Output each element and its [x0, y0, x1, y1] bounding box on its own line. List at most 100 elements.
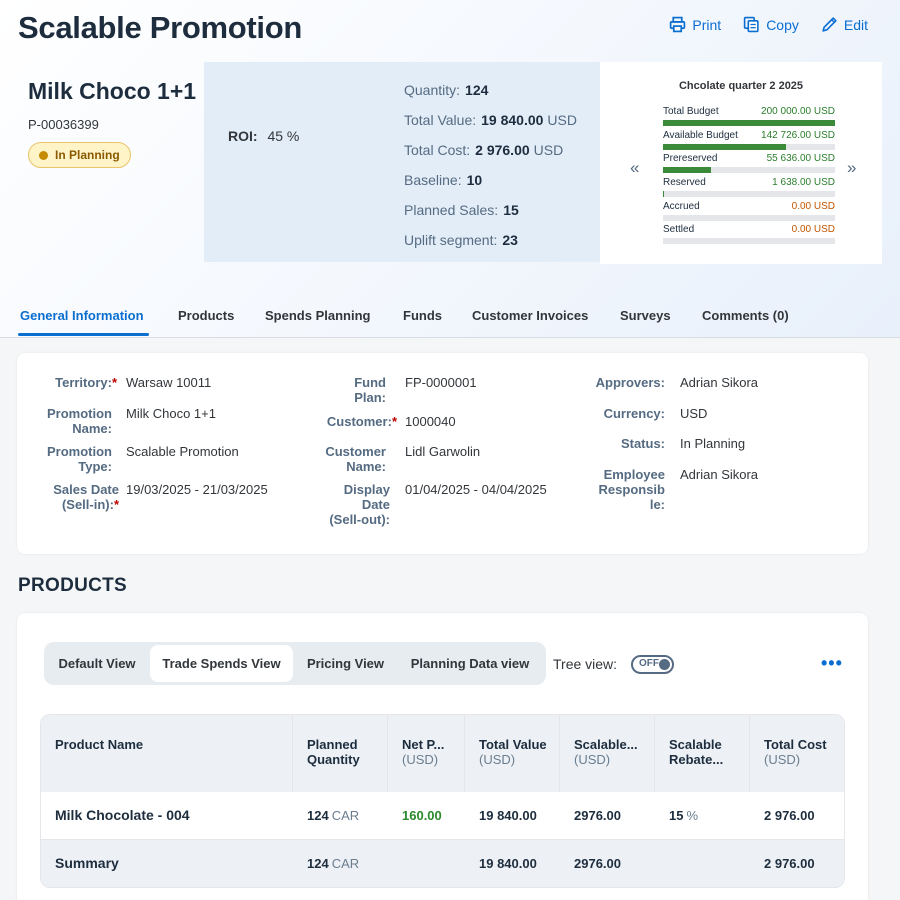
kpi-unit: USD — [533, 142, 564, 158]
budget-row-label: Available Budget — [663, 129, 738, 141]
col-total-cost[interactable]: Total Cost (USD) — [764, 737, 827, 767]
default-view-button[interactable]: Default View — [58, 656, 136, 671]
products-section-title: PRODUCTS — [18, 575, 128, 596]
tab-funds[interactable]: Funds — [403, 308, 442, 323]
kpi-value: 124 — [465, 82, 489, 98]
budget-row-label: Total Budget — [663, 106, 719, 117]
kpi-value: 19 840.00 — [481, 112, 544, 128]
col-title: Scalable... — [574, 737, 638, 752]
budget-progress-fill — [663, 167, 711, 174]
pricing-view-button[interactable]: Pricing View — [306, 656, 385, 671]
col-product-name[interactable]: Product Name — [55, 737, 143, 752]
employee-label-2: Responsib — [598, 482, 665, 497]
budget-progress-fill — [663, 143, 786, 150]
display-date-label-2: Date — [361, 497, 390, 512]
kpi-value: 10 — [466, 172, 483, 188]
tab-customer-invoices[interactable]: Customer Invoices — [472, 308, 589, 323]
budget-row-label: Prereserved — [663, 153, 718, 165]
budget-row-label: Settled — [663, 224, 695, 236]
customer-name-label-2: Name: — [346, 459, 386, 474]
kpi-label: Total Value: — [404, 112, 477, 128]
col-net-price[interactable]: Net P... (USD) — [402, 737, 444, 767]
promotion-name-label-1: Promotion — [47, 406, 112, 421]
display-date-value: 01/04/2025 - 04/04/2025 — [405, 482, 547, 497]
quantity-unit: CAR — [331, 808, 360, 823]
status-label: Status: — [620, 436, 665, 451]
promotion-name-title: Milk Choco 1+1 — [28, 78, 197, 104]
customer-label: Customer: — [326, 414, 392, 429]
employee-responsible-value: Adrian Sikora — [680, 467, 759, 482]
col-subtitle: (USD) — [764, 752, 801, 767]
col-title: Total Cost — [764, 737, 827, 752]
summary-quantity-cell: 124 CAR — [307, 856, 359, 871]
summary-total-cost-cell: 2 976.00 — [764, 856, 815, 871]
col-total-value[interactable]: Total Value (USD) — [479, 737, 547, 767]
planning-data-view-button[interactable]: Planning Data view — [410, 656, 530, 671]
trade-spends-view-button[interactable]: Trade Spends View — [150, 645, 293, 682]
copy-button[interactable]: Copy — [743, 16, 799, 33]
employee-label-3: le: — [649, 497, 665, 512]
budget-row-value: 55 636.00 USD — [766, 153, 835, 165]
status-dot-icon — [39, 150, 48, 160]
promotion-name-value: Milk Choco 1+1 — [126, 406, 216, 421]
edit-button[interactable]: Edit — [821, 16, 868, 33]
tab-general-information[interactable]: General Information — [20, 308, 144, 323]
edit-label: Edit — [843, 16, 868, 33]
scalable-rebate-cell: 15% — [669, 808, 698, 823]
budget-progress-fill — [663, 120, 835, 126]
object-page-header: Scalable Promotion Print Copy Edit Milk … — [0, 0, 900, 338]
budget-row-value: 0.00 USD — [791, 224, 835, 236]
view-switcher: Default View Trade Spends View Pricing V… — [44, 642, 546, 685]
customer-name-value: Lidl Garwolin — [405, 444, 481, 459]
display-date-label-3: (Sell-out): — [329, 512, 390, 527]
summary-scalable-cell: 2976.00 — [574, 856, 621, 871]
products-card: Default View Trade Spends View Pricing V… — [17, 613, 868, 900]
budget-row: Prereserved 55 636.00 USD — [663, 153, 835, 177]
column-divider — [387, 715, 388, 840]
kpi-label: Quantity: — [404, 82, 461, 98]
currency-label: Currency: — [603, 406, 665, 421]
tab-bar: General Information Products Spends Plan… — [0, 300, 900, 338]
budget-progress-track — [663, 167, 835, 174]
col-title: Scalable — [669, 737, 722, 752]
print-button[interactable]: Print — [669, 16, 721, 33]
tree-view-toggle[interactable]: OFF — [631, 655, 674, 674]
tab-spends-planning[interactable]: Spends Planning — [265, 308, 371, 323]
kpi-uplift-segment: Uplift segment: 23 — [404, 232, 577, 262]
previous-budget-button[interactable]: « — [630, 158, 640, 177]
roi-label: ROI: — [228, 128, 258, 144]
approvers-label: Approvers: — [595, 375, 665, 390]
next-budget-button[interactable]: » — [847, 158, 857, 177]
territory-label: Territory: — [55, 375, 112, 390]
sales-date-value: 19/03/2025 - 21/03/2025 — [126, 482, 268, 497]
header-actions: Print Copy Edit — [669, 16, 868, 33]
budget-progress-track — [663, 238, 835, 245]
more-options-icon[interactable]: ••• — [821, 653, 843, 673]
kpi-unit: USD — [547, 112, 577, 128]
tab-surveys[interactable]: Surveys — [620, 308, 671, 323]
kpi-label: Planned Sales: — [404, 202, 499, 218]
customer-value: 1000040 — [405, 414, 456, 429]
kpi-list: Quantity: 124 Total Value: 19 840.00 USD To… — [404, 82, 577, 262]
employee-label-1: Employee — [603, 467, 665, 482]
col-subtitle: Quantity — [307, 752, 360, 767]
rebate-unit: % — [686, 808, 699, 823]
col-scalable[interactable]: Scalable... (USD) — [574, 737, 638, 767]
required-mark: * — [113, 497, 119, 512]
print-label: Print — [692, 16, 722, 33]
page-title: Scalable Promotion — [18, 10, 302, 45]
promotion-type-label-2: Type: — [78, 459, 112, 474]
tab-comments[interactable]: Comments (0) — [702, 308, 789, 323]
budget-list: Total Budget 200 000.00 USD Available Budg… — [663, 106, 835, 248]
promotion-name-label-2: Name: — [72, 421, 112, 436]
budget-progress-track — [663, 143, 835, 150]
table-row[interactable]: Milk Chocolate - 004 124 CAR 160.00 19 84… — [41, 792, 844, 840]
tab-products[interactable]: Products — [178, 308, 235, 323]
budget-row-value: 200 000.00 USD — [761, 106, 835, 117]
status-badge: In Planning — [28, 142, 131, 168]
col-title: Product Name — [55, 737, 144, 752]
col-scalable-rebate[interactable]: Scalable Rebate... — [669, 737, 723, 767]
col-subtitle: (USD) — [402, 752, 439, 767]
kpi-value: 23 — [502, 232, 518, 248]
col-planned-quantity[interactable]: Planned Quantity — [307, 737, 360, 767]
